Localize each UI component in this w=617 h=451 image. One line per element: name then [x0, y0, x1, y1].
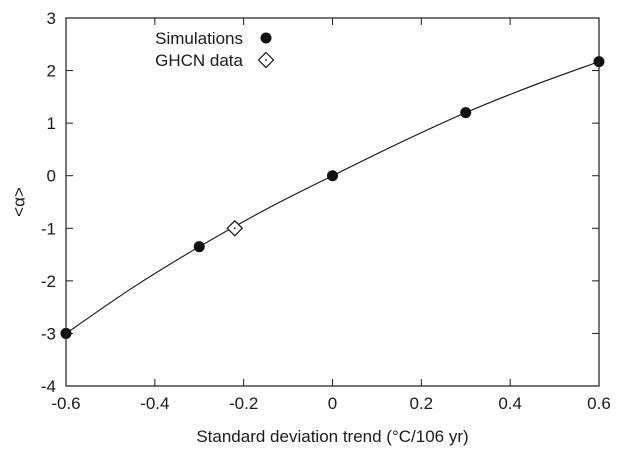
points-layer	[60, 56, 605, 339]
legend-label: Simulations	[155, 29, 243, 48]
simulation-point	[460, 107, 472, 119]
legend: Simulations GHCN data	[155, 29, 275, 70]
x-tick-label: 0.4	[498, 394, 522, 413]
x-tick-label: 0	[328, 394, 337, 413]
ghcn-data-point-center	[233, 227, 236, 230]
y-tick-label: 3	[47, 9, 56, 28]
legend-marker-simulations	[260, 32, 272, 44]
fit-curve-line	[65, 61, 600, 334]
simulation-point	[193, 241, 205, 253]
y-tick-label: -4	[41, 377, 56, 396]
curve-layer	[65, 61, 600, 334]
legend-marker-ghcn-center	[265, 59, 267, 61]
x-tick-label: -0.6	[51, 394, 80, 413]
plot-frame	[65, 17, 600, 387]
x-tick-label: 0.2	[410, 394, 434, 413]
y-tick-label: -2	[41, 272, 56, 291]
y-tick-label: 1	[47, 114, 56, 133]
y-tick-label: -1	[41, 219, 56, 238]
y-tick-label: 0	[47, 167, 56, 186]
x-axis-title: Standard deviation trend (°C/106 yr)	[196, 427, 468, 446]
x-tick-label: -0.4	[140, 394, 169, 413]
legend-label: GHCN data	[155, 51, 243, 70]
ticks-layer: -0.6 -0.4 -0.2 0 0.2 0.4 0.6 3 2 1 0 -1 -2 -3 -4	[41, 9, 611, 413]
simulation-point	[327, 170, 338, 182]
x-tick-label: 0.6	[587, 394, 611, 413]
y-tick-label: -3	[41, 324, 56, 343]
x-tick-label: -0.2	[229, 394, 258, 413]
y-tick-label: 2	[47, 62, 56, 81]
y-axis-title: <α>	[9, 187, 28, 217]
